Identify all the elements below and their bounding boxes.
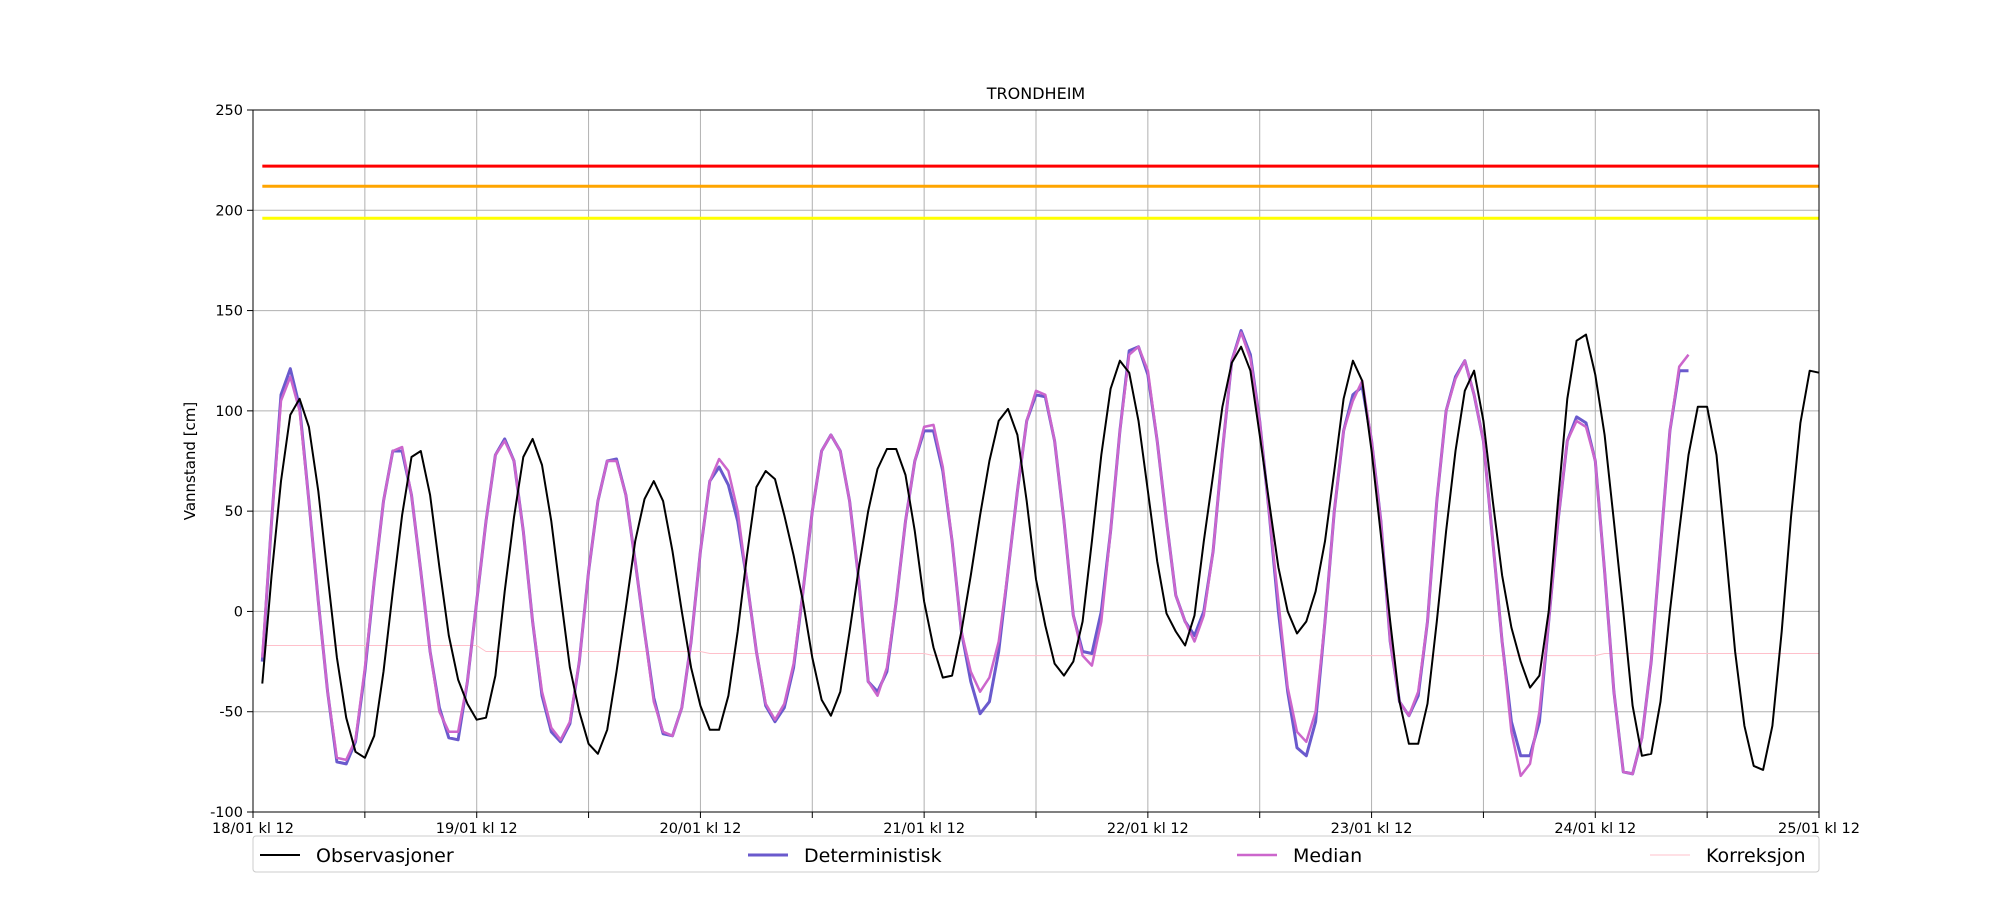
x-tick-label: 20/01 kl 12 [659,821,741,837]
legend-label: Observasjoner [316,845,454,867]
series-line-korreksjon [262,645,1819,657]
x-axis: 18/01 kl 12 19/01 kl 12 20/01 kl 12 21/01 k… [212,812,1860,837]
series-line-median [261,331,1690,778]
legend-label: Median [1293,845,1362,867]
y-tick-label: 200 [215,203,243,219]
x-tick-label: 18/01 kl 12 [212,821,294,837]
legend: Observasjoner Deterministisk Median Korreks… [252,835,1820,873]
x-tick-label: 23/01 kl 12 [1331,821,1413,837]
y-tick-label: 0 [234,604,243,620]
y-tick-label: 250 [215,103,243,119]
legend-label: Korreksjon [1706,845,1806,867]
legend-box [252,835,1820,873]
x-tick-label: 22/01 kl 12 [1107,821,1189,837]
y-tick-label: 150 [215,304,243,320]
y-tick-label: 50 [225,504,243,520]
x-tick-label: 19/01 kl 12 [436,821,518,837]
x-tick-label: 24/01 kl 12 [1554,821,1636,837]
y-axis-label: Vannstand [cm] [181,402,199,521]
y-tick-label: -50 [219,705,243,721]
threshold-lines [262,164,1819,220]
series-lines [260,329,1820,778]
x-tick-label: 21/01 kl 12 [883,821,965,837]
chart-title: TRONDHEIM [986,84,1085,103]
series-line-observasjoner [261,333,1820,771]
y-axis: -100 -50 0 50 100 150 200 250 [210,103,253,821]
y-tick-label: 100 [215,404,243,420]
x-tick-label: 25/01 kl 12 [1778,821,1860,837]
y-tick-label: -100 [210,805,243,821]
legend-label: Deterministisk [804,845,942,867]
